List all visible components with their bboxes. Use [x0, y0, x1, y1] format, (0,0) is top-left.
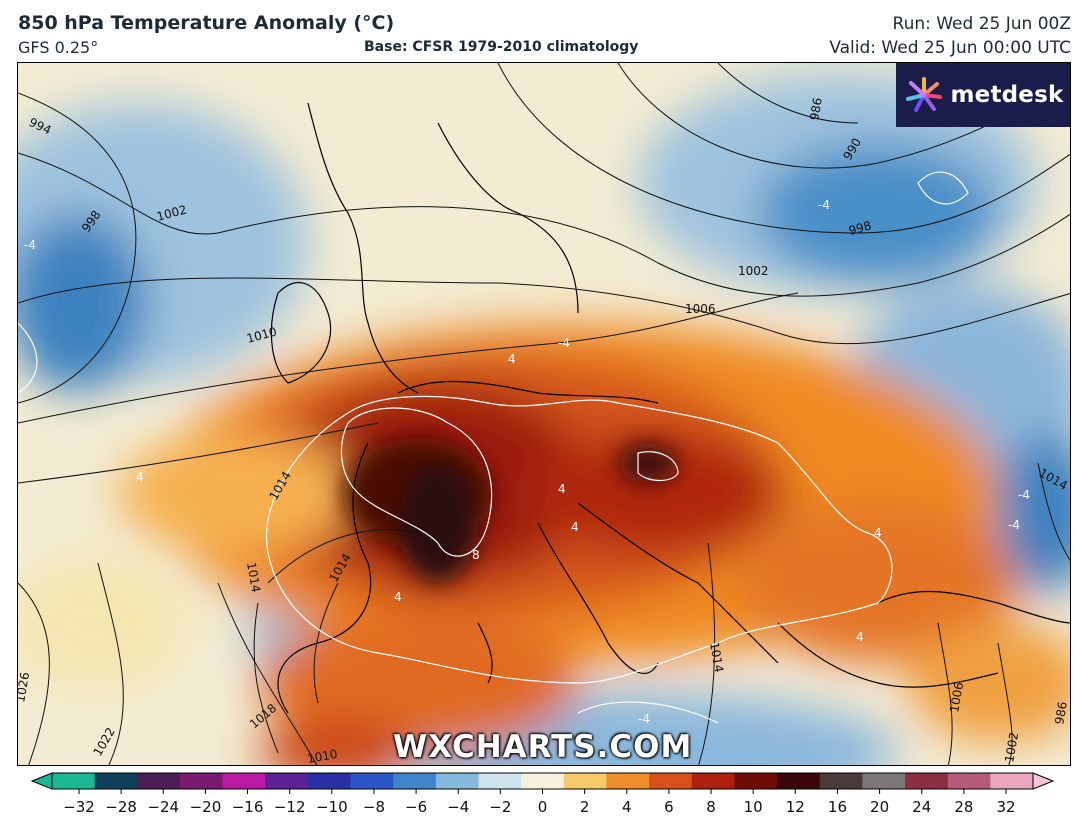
- metdesk-logo-text: metdesk: [950, 82, 1064, 108]
- run-time-label: Run: Wed 25 Jun 00Z: [892, 14, 1071, 34]
- colorbar-left-arrow: [30, 772, 53, 790]
- anomaly-label: -4: [24, 238, 36, 252]
- colorbar-cell: [478, 773, 522, 789]
- colorbar-cell: [179, 773, 224, 789]
- colorbar-cell: [521, 773, 565, 789]
- colorbar-tick-label: −32: [63, 798, 95, 816]
- anomaly-label: 4: [394, 590, 402, 604]
- colorbar-tick-label: 2: [580, 798, 590, 816]
- wxcharts-watermark: WXCHARTS.COM: [393, 729, 693, 765]
- anomaly-core: [343, 438, 678, 583]
- colorbar: −32 −28 −24 −20 −16 −12 −10 −8 −6 −4 −2 0 2 4 6 8 10 12 16…: [30, 772, 1055, 816]
- anomaly-label: -4: [818, 198, 830, 212]
- metdesk-flower-icon: [906, 77, 943, 112]
- colorbar-tick-label: −28: [105, 798, 137, 816]
- colorbar-cell: [947, 773, 991, 789]
- anomaly-map: 994 998 1002 1002 998 1006 1010 1014 101…: [17, 62, 1071, 766]
- anomaly-label: 4: [508, 352, 516, 366]
- anomaly-label: -4: [638, 712, 650, 726]
- isobar-label: 986: [807, 97, 825, 122]
- colorbar-tick-label: 16: [828, 798, 847, 816]
- colorbar-cell: [222, 773, 266, 789]
- colorbar-cell: [265, 773, 309, 789]
- anomaly-label: 4: [136, 470, 144, 484]
- colorbar-tick-label: 28: [954, 798, 973, 816]
- anomaly-label: -4: [558, 336, 570, 350]
- colorbar-cell: [777, 773, 821, 789]
- colorbar-tick-label: 8: [706, 798, 716, 816]
- colorbar-cell: [393, 773, 437, 789]
- colorbar-cell: [350, 773, 394, 789]
- colorbar-tick-label: −10: [316, 798, 348, 816]
- colorbar-tick-label: 12: [786, 798, 805, 816]
- coastlines: [270, 102, 1070, 714]
- colorbar-cell: [691, 773, 736, 789]
- isobar-label: 998: [847, 218, 873, 237]
- colorbar-tick-label: −6: [405, 798, 427, 816]
- colorbar-ticks: −32 −28 −24 −20 −16 −12 −10 −8 −6 −4 −2 0 2 4 6 8 10 12 16…: [63, 789, 1016, 816]
- anomaly-label: 4: [558, 482, 566, 496]
- model-label: GFS 0.25°: [18, 38, 99, 57]
- colorbar-tick-label: 20: [870, 798, 889, 816]
- colorbar-right-arrow: [1032, 772, 1055, 790]
- isobar-label: 1006: [685, 302, 716, 316]
- colorbar-tick-label: −2: [489, 798, 511, 816]
- isobar-label: 1006: [947, 681, 966, 714]
- chart-title: 850 hPa Temperature Anomaly (°C): [18, 12, 395, 34]
- isobar-label: 1014: [707, 641, 726, 674]
- colorbar-cell: [435, 773, 480, 789]
- colorbar-cell: [563, 773, 608, 789]
- colorbar-cell: [606, 773, 650, 789]
- colorbar-tick-label: −16: [232, 798, 264, 816]
- anomaly-label: -4: [1018, 488, 1030, 502]
- colorbar-tick-label: 32: [996, 798, 1015, 816]
- colorbar-tick-label: 4: [622, 798, 632, 816]
- isobar-label: 1002: [1002, 731, 1021, 764]
- colorbar-tick-label: −24: [147, 798, 179, 816]
- isobar-label: 1014: [244, 561, 263, 594]
- colorbar-tick-label: 0: [538, 798, 548, 816]
- colorbar-cell: [990, 773, 1034, 789]
- colorbar-tick-label: −8: [363, 798, 385, 816]
- anomaly-label: 4: [874, 526, 882, 540]
- anomaly-label: 4: [856, 630, 864, 644]
- colorbar-cell: [94, 773, 138, 789]
- colorbar-tick-label: −20: [190, 798, 222, 816]
- isobar-label: 1010: [306, 747, 339, 766]
- colorbar-cell: [649, 773, 693, 789]
- colorbar-cell: [905, 773, 949, 789]
- anomaly-contours: [18, 171, 969, 724]
- colorbar-tick-label: −12: [274, 798, 306, 816]
- isobar-label: 1002: [738, 264, 769, 278]
- climatology-base-label: Base: CFSR 1979-2010 climatology: [364, 39, 639, 55]
- isobar-label: 986: [1052, 701, 1070, 726]
- map-canvas: 994 998 1002 1002 998 1006 1010 1014 101…: [18, 63, 1070, 766]
- colorbar-cells: [52, 773, 1034, 789]
- anomaly-label: 4: [571, 520, 579, 534]
- colorbar-cell: [734, 773, 778, 789]
- metdesk-logo: metdesk: [896, 63, 1070, 127]
- colorbar-tick-label: 6: [664, 798, 674, 816]
- colorbar-tick-label: 10: [744, 798, 763, 816]
- colorbar-tick-label: −4: [447, 798, 469, 816]
- anomaly-field: [18, 73, 1070, 765]
- colorbar-cell: [862, 773, 906, 789]
- colorbar-cell: [137, 773, 181, 789]
- valid-time-label: Valid: Wed 25 Jun 00:00 UTC: [829, 38, 1071, 58]
- anomaly-labels: -4 -4 -4 -4 -4 -4 4 4 4 4 4 4 4 8: [24, 198, 1030, 726]
- colorbar-cell: [52, 773, 96, 789]
- colorbar-cell: [307, 773, 352, 789]
- colorbar-cell: [819, 773, 863, 789]
- colorbar-tick-label: 24: [912, 798, 931, 816]
- anomaly-label: 8: [472, 548, 480, 562]
- isobars: [18, 63, 1070, 765]
- anomaly-label: -4: [1008, 518, 1020, 532]
